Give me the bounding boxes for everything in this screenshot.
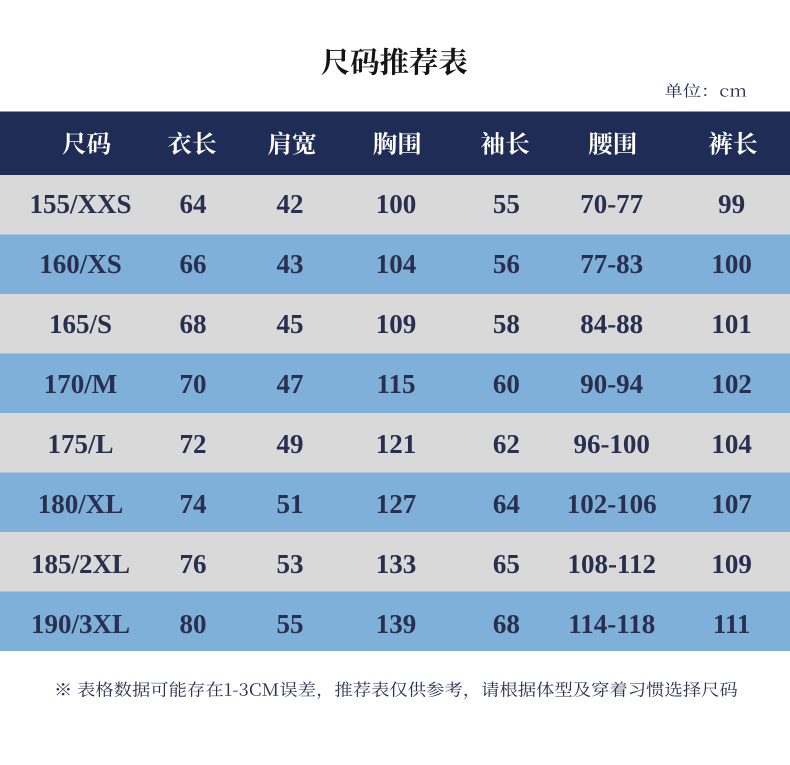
svg-text:121: 121 bbox=[376, 429, 417, 459]
svg-text:100: 100 bbox=[711, 249, 752, 279]
svg-text:104: 104 bbox=[376, 249, 417, 279]
svg-text:64: 64 bbox=[180, 189, 207, 219]
svg-text:108-112: 108-112 bbox=[567, 549, 656, 579]
svg-text:70: 70 bbox=[180, 369, 207, 399]
svg-text:58: 58 bbox=[493, 309, 520, 339]
svg-text:56: 56 bbox=[493, 249, 520, 279]
svg-text:104: 104 bbox=[711, 429, 752, 459]
svg-text:111: 111 bbox=[713, 609, 751, 639]
svg-text:55: 55 bbox=[277, 609, 304, 639]
svg-text:65: 65 bbox=[493, 549, 520, 579]
svg-text:160/XS: 160/XS bbox=[39, 249, 122, 279]
svg-text:77-83: 77-83 bbox=[580, 249, 643, 279]
svg-text:101: 101 bbox=[711, 309, 752, 339]
svg-text:90-94: 90-94 bbox=[580, 369, 643, 399]
svg-text:170/M: 170/M bbox=[44, 369, 118, 399]
svg-text:109: 109 bbox=[376, 309, 417, 339]
svg-text:51: 51 bbox=[277, 489, 304, 519]
svg-text:190/3XL: 190/3XL bbox=[31, 609, 130, 639]
svg-text:114-118: 114-118 bbox=[568, 609, 655, 639]
svg-text:127: 127 bbox=[376, 489, 417, 519]
svg-text:165/S: 165/S bbox=[49, 309, 112, 339]
svg-text:185/2XL: 185/2XL bbox=[31, 549, 130, 579]
svg-text:80: 80 bbox=[180, 609, 207, 639]
svg-text:109: 109 bbox=[711, 549, 752, 579]
svg-text:45: 45 bbox=[277, 309, 304, 339]
svg-text:42: 42 bbox=[277, 189, 304, 219]
svg-text:70-77: 70-77 bbox=[580, 189, 643, 219]
svg-text:84-88: 84-88 bbox=[580, 309, 643, 339]
svg-text:115: 115 bbox=[376, 369, 415, 399]
svg-text:43: 43 bbox=[277, 249, 304, 279]
svg-text:47: 47 bbox=[277, 369, 304, 399]
svg-text:62: 62 bbox=[493, 429, 520, 459]
svg-text:100: 100 bbox=[376, 189, 417, 219]
svg-text:64: 64 bbox=[493, 489, 520, 519]
svg-text:99: 99 bbox=[718, 189, 745, 219]
svg-text:74: 74 bbox=[180, 489, 207, 519]
svg-text:180/XL: 180/XL bbox=[38, 489, 124, 519]
svg-text:133: 133 bbox=[376, 549, 417, 579]
svg-text:102: 102 bbox=[711, 369, 752, 399]
svg-text:55: 55 bbox=[493, 189, 520, 219]
svg-text:68: 68 bbox=[180, 309, 207, 339]
svg-text:66: 66 bbox=[180, 249, 207, 279]
svg-text:139: 139 bbox=[376, 609, 417, 639]
svg-text:53: 53 bbox=[277, 549, 304, 579]
svg-text:107: 107 bbox=[711, 489, 752, 519]
svg-text:76: 76 bbox=[180, 549, 207, 579]
svg-text:96-100: 96-100 bbox=[573, 429, 650, 459]
svg-text:72: 72 bbox=[180, 429, 207, 459]
svg-text:60: 60 bbox=[493, 369, 520, 399]
svg-text:49: 49 bbox=[277, 429, 304, 459]
svg-text:155/XXS: 155/XXS bbox=[29, 189, 131, 219]
svg-text:102-106: 102-106 bbox=[567, 489, 657, 519]
svg-text:68: 68 bbox=[493, 609, 520, 639]
svg-text:175/L: 175/L bbox=[47, 429, 113, 459]
